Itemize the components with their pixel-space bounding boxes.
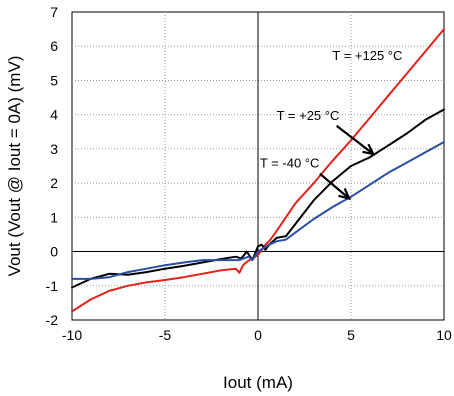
y-tick-labels: -2 -1 0 1 2 3 4 5 6 7 <box>46 4 59 328</box>
series-line-0 <box>71 28 445 313</box>
annotation-label: T = +125 °C <box>332 48 402 63</box>
annotation-arrowhead <box>338 188 352 201</box>
series-lines <box>71 28 445 313</box>
plot-area: T = +125 °C T = +25 °C T = -40 °C <box>71 11 445 321</box>
y-tick-label: 0 <box>50 244 58 260</box>
y-tick-label: 7 <box>50 4 58 20</box>
annotation-label: T = +25 °C <box>277 108 340 123</box>
annotations: T = +125 °C T = +25 °C T = -40 °C <box>260 48 402 201</box>
series-line-2 <box>71 141 445 280</box>
annotation-arrow <box>319 172 350 200</box>
y-tick-label: 3 <box>50 141 58 157</box>
x-tick-labels: -10 -5 0 5 10 <box>62 327 452 343</box>
series-line-1 <box>71 108 445 289</box>
annotation-arrowhead <box>362 143 376 156</box>
y-tick-label: 5 <box>50 72 58 88</box>
y-tick-label: 2 <box>50 175 58 191</box>
y-tick-label: -2 <box>46 312 59 328</box>
x-tick-label: 0 <box>254 327 262 343</box>
y-axis-title: Vout (Vout @ Iout = 0A) (mV) <box>5 56 24 277</box>
x-tick-label: -10 <box>62 327 82 343</box>
x-tick-label: 5 <box>347 327 355 343</box>
y-tick-label: 6 <box>50 38 58 54</box>
x-tick-label: -5 <box>159 327 172 343</box>
annotation-label: T = -40 °C <box>260 156 320 171</box>
y-tick-label: -1 <box>46 278 59 294</box>
annotation-arrow <box>335 124 374 155</box>
x-tick-label: 10 <box>436 327 452 343</box>
y-tick-label: 1 <box>50 209 58 225</box>
x-axis-title: Iout (mA) <box>223 373 293 392</box>
y-tick-label: 4 <box>50 107 58 123</box>
